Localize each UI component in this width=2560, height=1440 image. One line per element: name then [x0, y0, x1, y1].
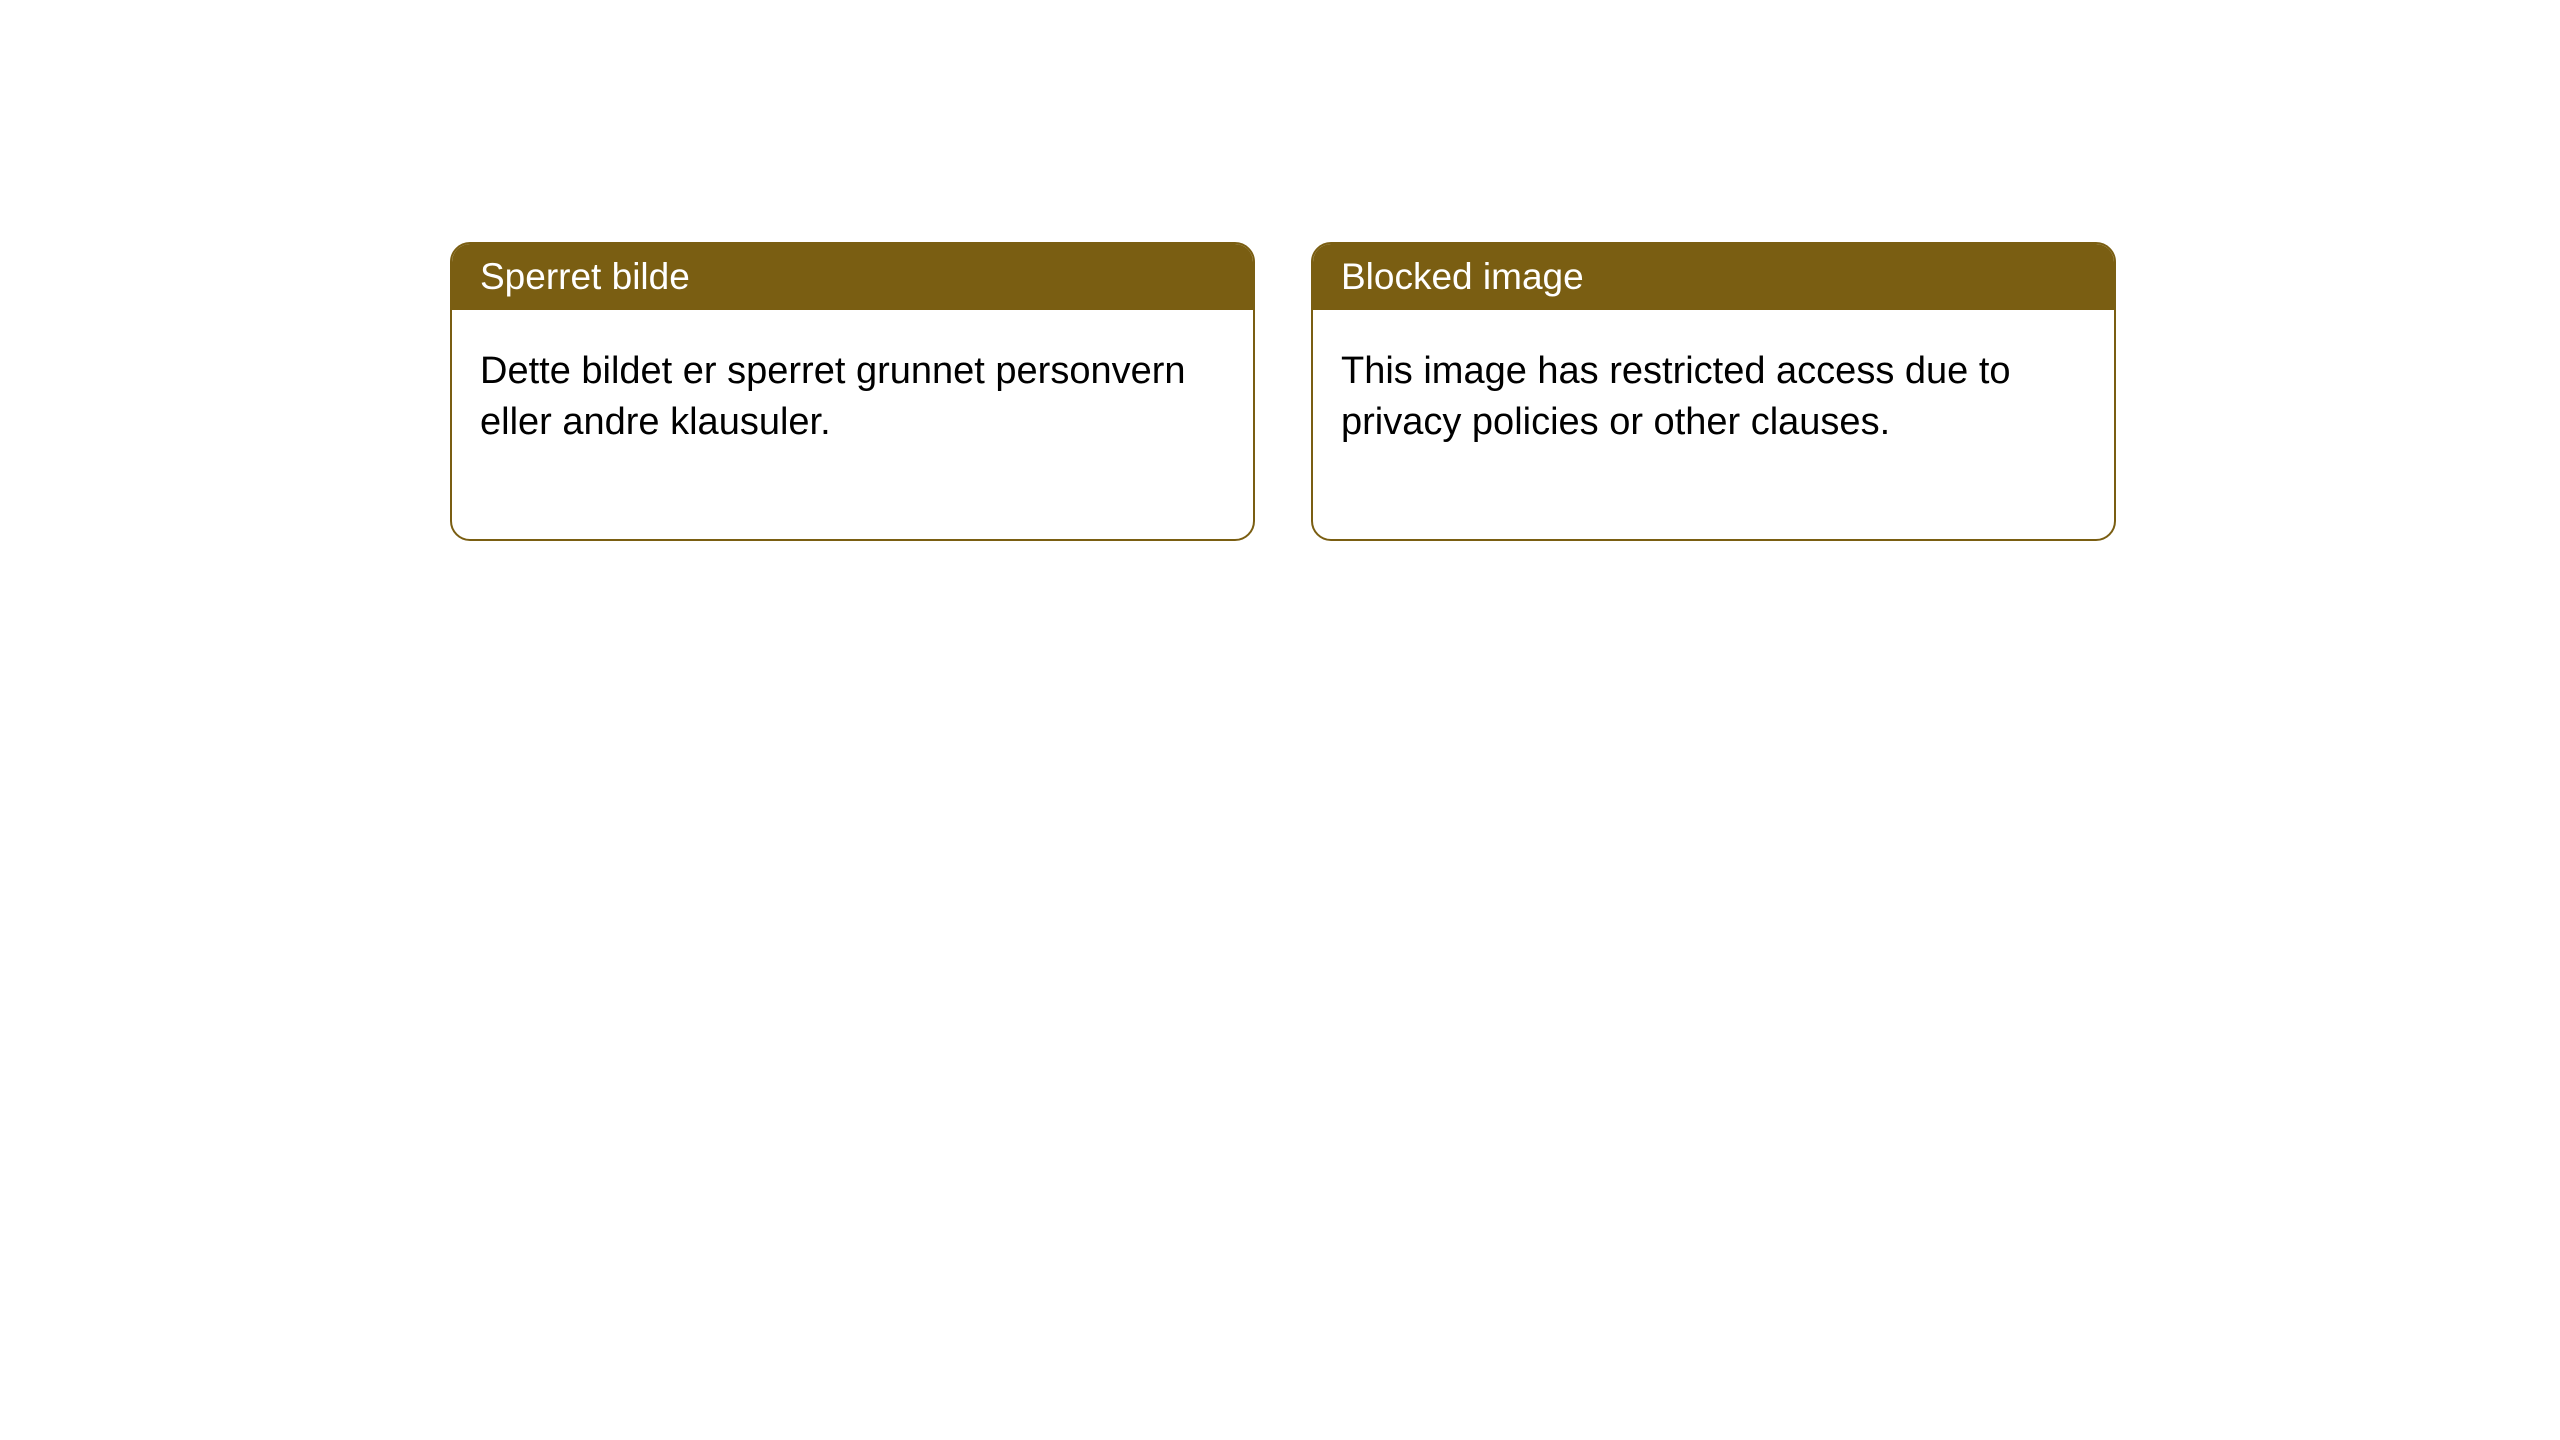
notice-card-english: Blocked image This image has restricted … [1311, 242, 2116, 541]
card-body-text: Dette bildet er sperret grunnet personve… [480, 350, 1186, 443]
card-header: Sperret bilde [452, 244, 1253, 310]
card-body-text: This image has restricted access due to … [1341, 350, 2011, 443]
card-header: Blocked image [1313, 244, 2114, 310]
notice-card-norwegian: Sperret bilde Dette bildet er sperret gr… [450, 242, 1255, 541]
notice-cards-container: Sperret bilde Dette bildet er sperret gr… [0, 0, 2560, 541]
card-body: Dette bildet er sperret grunnet personve… [452, 310, 1253, 539]
card-title: Sperret bilde [480, 256, 690, 297]
card-body: This image has restricted access due to … [1313, 310, 2114, 539]
card-title: Blocked image [1341, 256, 1584, 297]
